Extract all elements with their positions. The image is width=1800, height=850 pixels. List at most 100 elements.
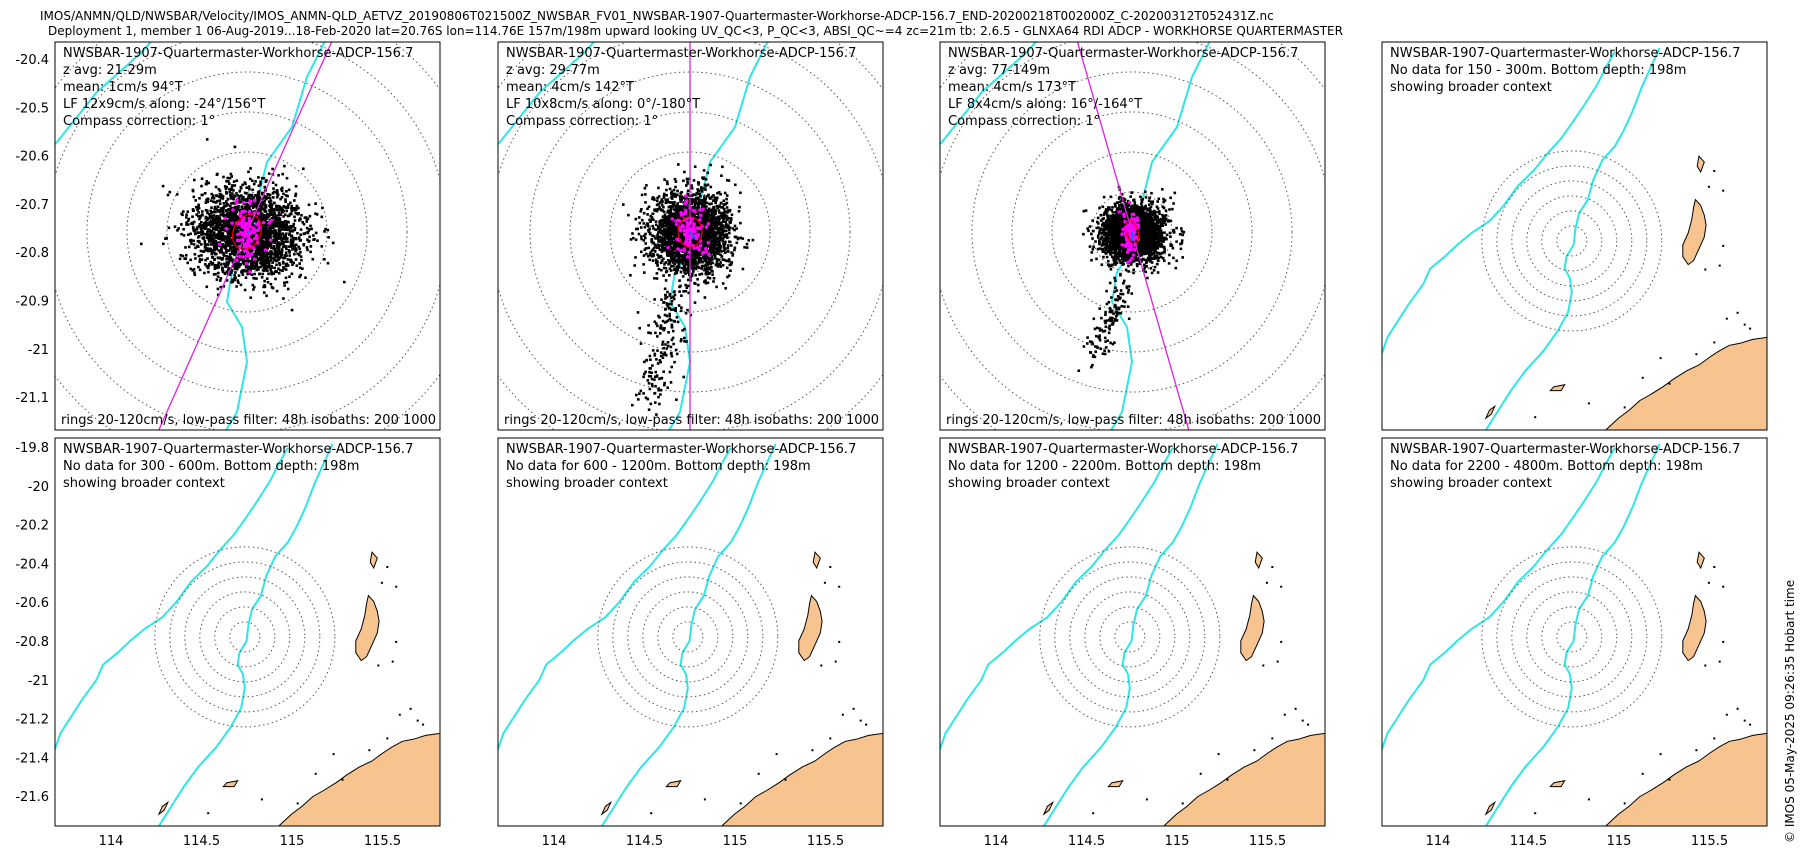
velocity-point <box>206 216 210 220</box>
velocity-point <box>206 266 210 269</box>
velocity-point <box>234 219 238 222</box>
velocity-point <box>726 225 730 228</box>
velocity-point <box>708 258 711 262</box>
velocity-point <box>713 254 717 258</box>
velocity-point <box>306 231 310 235</box>
velocity-point <box>276 236 280 240</box>
velocity-point <box>638 221 642 225</box>
velocity-point <box>282 234 286 238</box>
velocity-point <box>252 255 255 258</box>
velocity-point <box>308 235 311 239</box>
velocity-point <box>727 258 731 261</box>
velocity-point <box>642 222 646 225</box>
velocity-point <box>278 205 281 208</box>
velocity-point <box>673 192 676 196</box>
velocity-point <box>222 251 225 255</box>
velocity-point <box>201 226 205 230</box>
velocity-point <box>706 233 710 237</box>
velocity-point <box>245 202 249 206</box>
velocity-point <box>653 198 656 201</box>
velocity-point <box>262 265 266 269</box>
velocity-point <box>209 232 212 235</box>
velocity-point <box>201 210 204 213</box>
velocity-point <box>140 242 143 246</box>
velocity-point <box>708 197 712 200</box>
velocity-point <box>639 210 642 213</box>
velocity-point <box>670 190 674 193</box>
velocity-point <box>231 192 234 195</box>
velocity-point <box>237 281 240 284</box>
velocity-point <box>647 230 651 234</box>
velocity-point <box>684 283 687 287</box>
velocity-point <box>276 190 279 193</box>
velocity-point <box>257 193 260 197</box>
velocity-point <box>711 243 714 246</box>
velocity-point <box>204 182 208 186</box>
velocity-point <box>263 279 266 283</box>
velocity-point <box>686 192 689 196</box>
velocity-point <box>230 175 233 178</box>
velocity-point <box>221 256 225 260</box>
velocity-point <box>220 219 224 223</box>
velocity-point <box>707 249 710 253</box>
velocity-point <box>634 256 637 259</box>
velocity-point <box>286 228 289 231</box>
velocity-point <box>215 278 219 281</box>
velocity-point <box>278 261 281 265</box>
velocity-point <box>668 217 671 220</box>
velocity-point <box>257 197 260 201</box>
velocity-point <box>219 210 223 213</box>
velocity-point <box>211 216 214 219</box>
velocity-point <box>263 253 267 256</box>
velocity-point <box>716 238 719 241</box>
velocity-point <box>659 228 662 231</box>
velocity-point <box>635 227 638 231</box>
velocity-point <box>205 138 209 141</box>
velocity-point <box>214 225 217 229</box>
velocity-point <box>177 227 180 230</box>
velocity-point <box>198 268 202 272</box>
velocity-point <box>653 246 656 250</box>
velocity-point <box>683 236 686 239</box>
velocity-point <box>290 308 294 312</box>
velocity-point <box>274 231 277 234</box>
velocity-point <box>215 221 218 225</box>
velocity-point <box>291 240 294 243</box>
velocity-point <box>647 205 651 209</box>
velocity-point <box>660 259 664 263</box>
velocity-point <box>246 260 249 263</box>
velocity-point <box>671 228 675 232</box>
velocity-point <box>262 236 265 239</box>
velocity-point <box>278 222 281 225</box>
velocity-point <box>189 258 192 262</box>
velocity-point <box>221 269 225 273</box>
velocity-point <box>235 229 238 233</box>
velocity-point <box>239 283 243 287</box>
velocity-point <box>314 212 317 215</box>
velocity-point <box>273 266 276 270</box>
velocity-point <box>663 218 666 222</box>
velocity-point <box>217 221 220 225</box>
velocity-point <box>294 194 297 198</box>
velocity-point <box>263 241 267 244</box>
panel-instrument-title: NWSBAR-1907-Quartermaster-Workhorse-ADCP… <box>63 46 413 61</box>
velocity-point <box>266 257 269 261</box>
velocity-point <box>296 252 299 256</box>
velocity-point <box>193 228 196 232</box>
velocity-point <box>232 194 235 198</box>
velocity-point <box>281 220 284 224</box>
y-tick-label: -20.7 <box>15 198 49 213</box>
velocity-point <box>205 285 209 289</box>
velocity-point <box>291 263 294 266</box>
velocity-point <box>730 244 733 247</box>
velocity-point <box>233 210 236 213</box>
velocity-point <box>241 227 245 231</box>
velocity-point <box>261 216 265 219</box>
velocity-point <box>715 257 719 261</box>
velocity-point <box>266 232 269 235</box>
velocity-point <box>209 225 213 228</box>
velocity-point <box>259 183 262 186</box>
velocity-point <box>665 219 669 223</box>
velocity-point <box>275 251 279 255</box>
velocity-point <box>677 231 681 234</box>
